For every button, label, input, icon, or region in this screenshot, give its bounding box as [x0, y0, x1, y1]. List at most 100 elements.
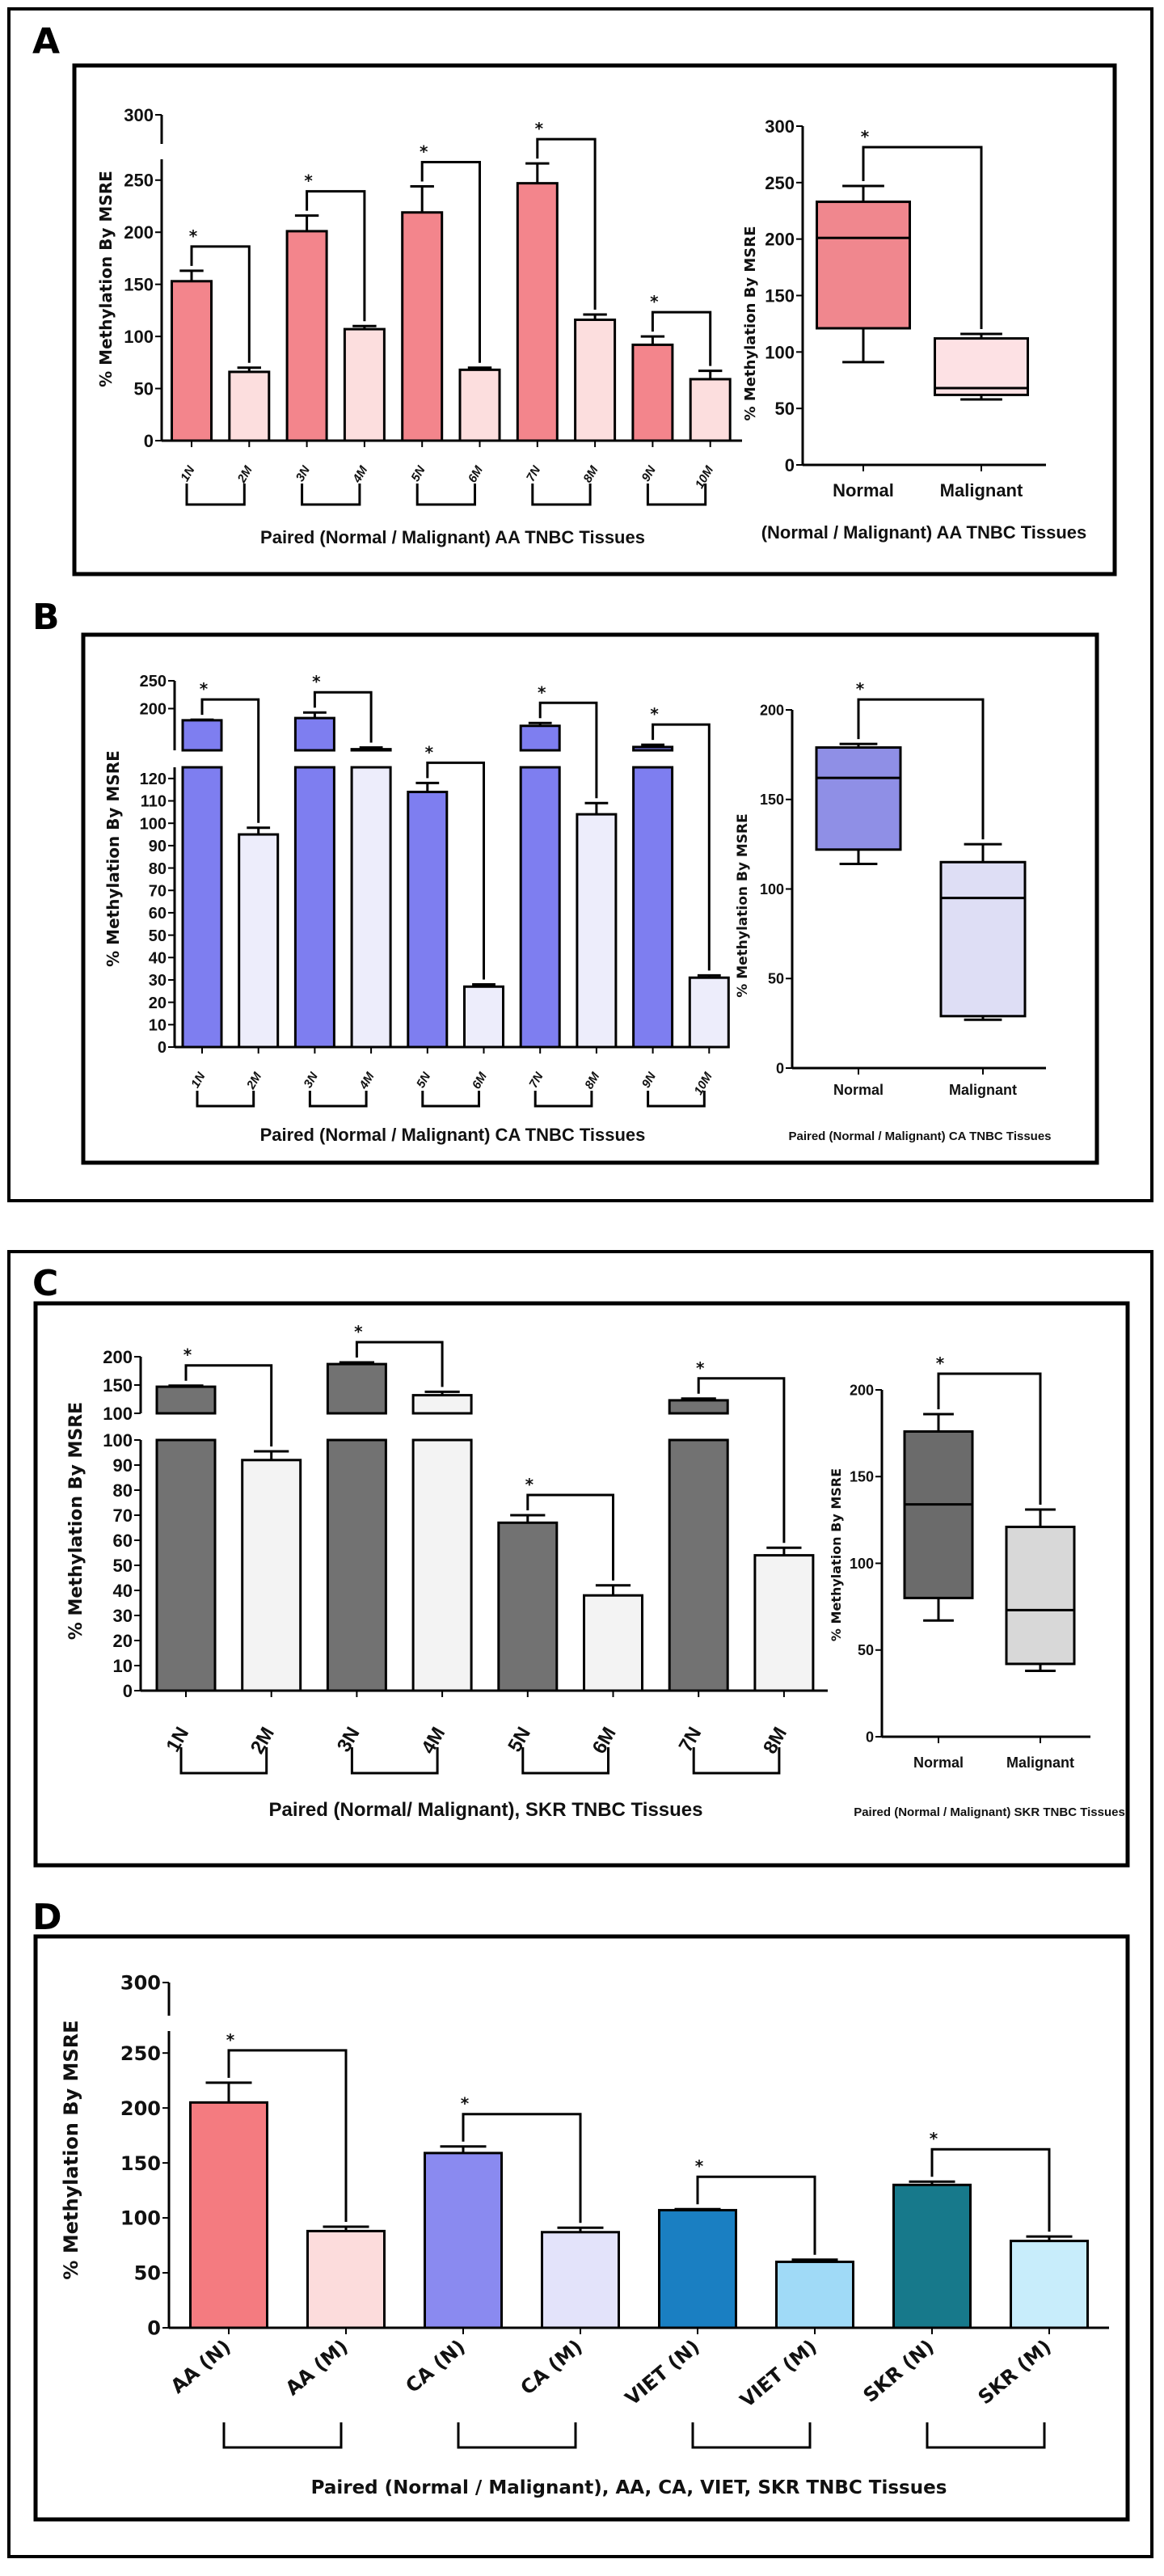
bar: [658, 2209, 737, 2329]
y-tick-label: 70: [149, 882, 167, 900]
bar: [306, 2229, 386, 2329]
significance-bracket: [697, 1377, 786, 1543]
y-tick-label: 150: [120, 2152, 161, 2175]
bar: [458, 368, 501, 442]
bar-chart: 0 50 100 150 200 250 300 % Methylation By MSRE P…: [60, 1972, 1109, 2498]
pair-bracket: [196, 1091, 255, 1108]
y-tick-label: 200: [760, 702, 784, 718]
box-plot: 0 50 100 150 200 % Methylation By MSRE Paired …: [735, 679, 1052, 1143]
bar: [424, 2152, 503, 2329]
significance-bracket: [696, 2175, 816, 2255]
significance-bracket: [306, 190, 366, 322]
significance-bracket: [190, 245, 251, 363]
bar: [411, 1438, 473, 1692]
significance-star: *: [461, 2094, 470, 2114]
y-axis-label: % Methylation By MSRE: [742, 226, 759, 421]
significance-star: *: [183, 1345, 192, 1365]
y-tick-label: 50: [134, 378, 154, 399]
x-axis-title: Paired (Normal / Malignant) AA TNBC Tiss…: [260, 527, 645, 547]
pair-bracket: [179, 1747, 268, 1775]
y-tick-label: 100: [103, 1430, 133, 1451]
y-tick-label: 100: [103, 1404, 133, 1424]
x-tick-label: SKR (M): [974, 2335, 1056, 2409]
x-tick-label: 3N: [302, 1069, 322, 1090]
x-tick-label: 4M: [417, 1724, 449, 1758]
significance-star: *: [930, 2129, 938, 2148]
y-tick-label: 10: [149, 1017, 167, 1035]
x-axis-title: Paired (Normal/ Malignant), SKR TNBC Tis…: [269, 1799, 703, 1821]
pair-bracket: [457, 2422, 577, 2449]
bar-chart: 0 10 20 30 40 50 60 70 80 90 100 100 150 200 % Methyla…: [66, 1322, 828, 1821]
y-tick-label: 100: [850, 1556, 874, 1572]
pair-bracket: [531, 484, 592, 506]
y-tick-label: 50: [768, 971, 784, 987]
panel-a-frame: [72, 63, 1117, 576]
significance-bracket: [426, 761, 485, 980]
significance-star: *: [312, 672, 321, 691]
x-axis-title: Paired (Normal / Malignant) CA TNBC Tiss…: [260, 1125, 646, 1145]
box: [939, 860, 1027, 1018]
y-tick-label: 0: [158, 1039, 167, 1057]
x-tick-label: SKR (N): [859, 2335, 938, 2407]
y-tick-label: 250: [765, 173, 795, 193]
x-tick-label: 5N: [408, 462, 428, 484]
bar: [631, 343, 674, 442]
significance-star: *: [354, 1322, 363, 1341]
y-axis-label: % Methylation By MSRE: [735, 813, 751, 997]
x-tick-label: 7N: [526, 1069, 546, 1090]
y-tick-label: 200: [103, 1347, 133, 1367]
y-tick-label: 80: [113, 1480, 133, 1501]
y-axis-label: % Methylation By MSRE: [96, 171, 116, 387]
x-tick-label: CA (N): [402, 2335, 470, 2397]
bar: [293, 716, 335, 752]
bar: [343, 327, 386, 442]
pair-bracket: [308, 1091, 368, 1108]
bar: [350, 766, 392, 1049]
y-tick-label: 90: [149, 838, 167, 855]
y-tick-label: 0: [866, 1729, 874, 1745]
panel-label-c: C: [32, 1263, 58, 1304]
x-tick-label: AA (M): [281, 2335, 352, 2400]
bar: [775, 2260, 854, 2329]
x-tick-label: 1N: [162, 1724, 193, 1756]
significance-star: *: [936, 1353, 945, 1373]
significance-bracket: [420, 161, 481, 363]
y-tick-label: 50: [134, 2262, 161, 2285]
bar: [668, 1399, 729, 1415]
x-tick-label: AA (N): [167, 2335, 235, 2398]
y-tick-label: 40: [149, 949, 167, 967]
y-tick-label: 200: [765, 230, 795, 250]
x-tick-label: 6M: [470, 1070, 490, 1092]
y-tick-label: 250: [120, 2042, 161, 2065]
y-tick-label: 100: [765, 342, 795, 362]
y-tick-label: 200: [124, 222, 154, 243]
pair-bracket: [521, 1747, 609, 1775]
y-tick-label: 0: [785, 455, 795, 475]
bar: [576, 813, 618, 1049]
pair-bracket: [646, 484, 707, 506]
x-tick-label: 4M: [350, 463, 371, 486]
x-tick-label: 9N: [639, 1069, 660, 1090]
y-tick-label: 70: [113, 1505, 133, 1526]
y-tick-label: 0: [144, 431, 154, 451]
bar: [689, 378, 732, 442]
pair-bracket: [926, 2422, 1046, 2449]
x-tick-label: CA (M): [517, 2335, 587, 2400]
y-tick-label: 60: [113, 1531, 133, 1551]
x-tick-label: 7N: [524, 462, 544, 484]
x-tick-label: 2M: [244, 1070, 265, 1092]
significance-bracket: [462, 2113, 582, 2223]
x-tick-label: 3N: [333, 1724, 365, 1756]
pair-bracket: [185, 484, 246, 506]
y-tick-label: 100: [760, 881, 784, 897]
y-tick-label: 300: [124, 105, 154, 125]
x-tick-label: 8M: [580, 463, 601, 485]
significance-star: *: [856, 679, 865, 699]
significance-bracket: [862, 146, 983, 329]
x-tick-label: 8M: [582, 1070, 602, 1092]
significance-bracket: [651, 310, 712, 366]
box: [903, 1429, 974, 1599]
bar: [688, 976, 730, 1049]
y-tick-label: 200: [850, 1382, 874, 1398]
box-plot: 0 50 100 150 200 % Methylation By MSRE Paired …: [829, 1353, 1125, 1819]
